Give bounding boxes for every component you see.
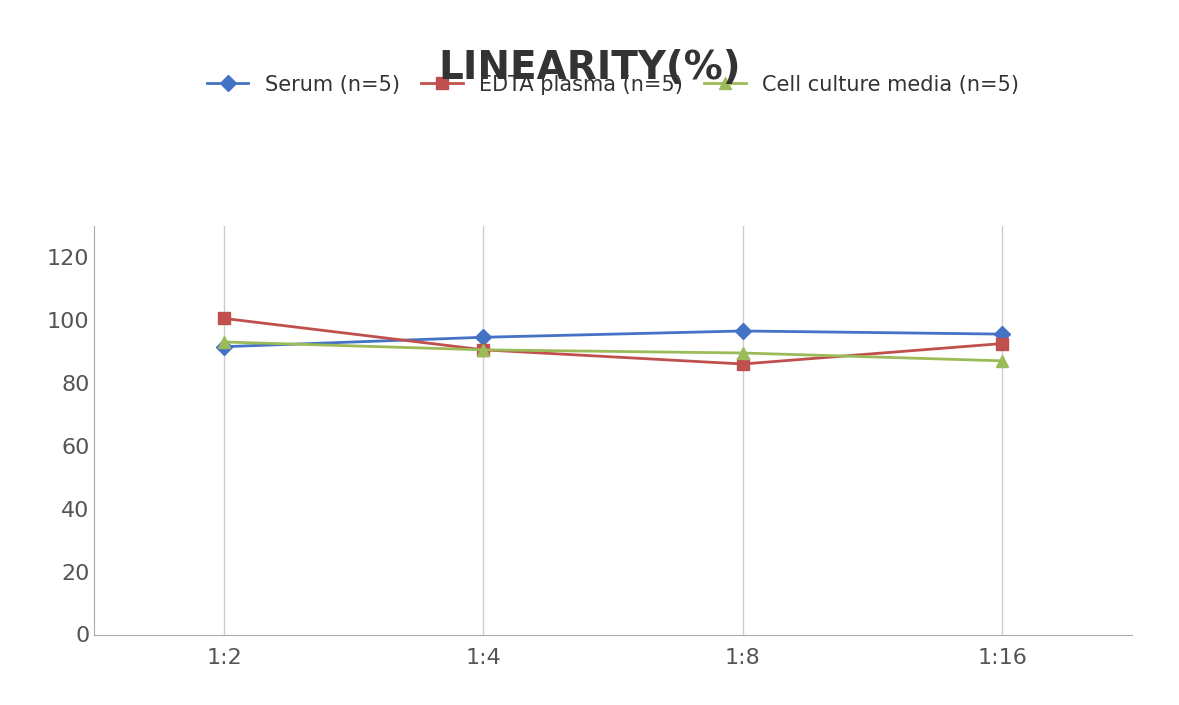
Cell culture media (n=5) <box>736 349 750 357</box>
Line: Serum (n=5): Serum (n=5) <box>218 326 1008 352</box>
Serum (n=5) <box>995 330 1009 338</box>
EDTA plasma (n=5) <box>476 345 490 354</box>
EDTA plasma (n=5) <box>217 314 231 323</box>
Serum (n=5) <box>736 326 750 335</box>
EDTA plasma (n=5) <box>995 339 1009 348</box>
Serum (n=5) <box>217 343 231 351</box>
Line: EDTA plasma (n=5): EDTA plasma (n=5) <box>218 313 1008 369</box>
Line: Cell culture media (n=5): Cell culture media (n=5) <box>218 336 1008 367</box>
Legend: Serum (n=5), EDTA plasma (n=5), Cell culture media (n=5): Serum (n=5), EDTA plasma (n=5), Cell cul… <box>197 64 1029 106</box>
Cell culture media (n=5) <box>476 345 490 354</box>
Cell culture media (n=5) <box>217 338 231 346</box>
EDTA plasma (n=5) <box>736 360 750 368</box>
Text: LINEARITY(%): LINEARITY(%) <box>439 49 740 87</box>
Serum (n=5) <box>476 333 490 341</box>
Cell culture media (n=5) <box>995 357 1009 365</box>
